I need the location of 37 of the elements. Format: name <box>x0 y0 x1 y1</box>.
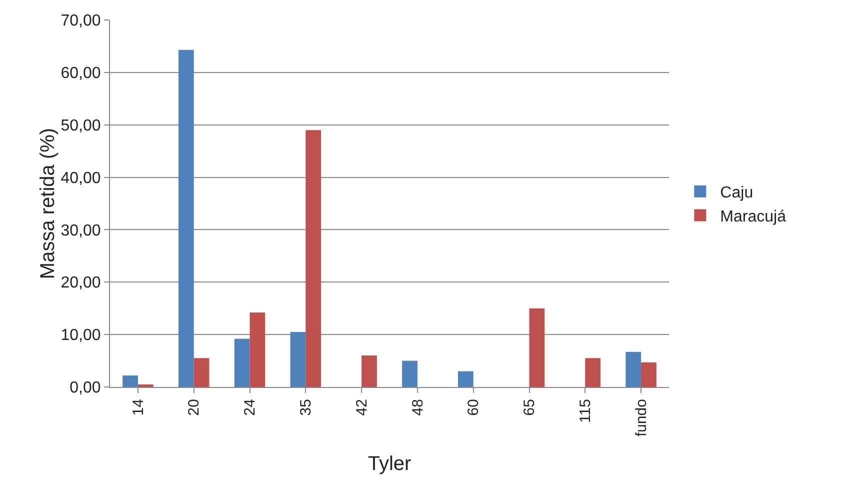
bar <box>529 308 545 387</box>
x-tick-label: 42 <box>353 399 370 416</box>
bar <box>290 332 306 387</box>
y-tick-label: 40,00 <box>60 170 101 187</box>
bar <box>306 130 322 387</box>
y-tick-label: 10,00 <box>60 327 101 344</box>
x-tick-label: 24 <box>242 399 259 416</box>
x-tick-label: 115 <box>577 399 594 423</box>
y-tick-label: 60,00 <box>60 65 101 82</box>
y-tick-label: 0,00 <box>70 380 101 397</box>
y-tick-label: 20,00 <box>60 274 101 292</box>
bar <box>362 356 377 387</box>
legend-label: Caju <box>720 184 754 202</box>
bar <box>178 50 194 387</box>
x-tick-label: fundo <box>632 399 650 437</box>
y-tick-label: 70,00 <box>60 12 101 30</box>
bar <box>458 371 474 387</box>
bar <box>194 358 210 387</box>
y-tick-label: 30,00 <box>60 222 101 240</box>
bar <box>234 338 250 387</box>
x-tick-label: 65 <box>521 399 538 416</box>
x-tick-label: 14 <box>130 399 147 416</box>
x-tick-label: 48 <box>409 399 426 416</box>
x-tick-label: 35 <box>298 399 315 416</box>
legend-label: Maracujá <box>720 208 786 226</box>
bar <box>641 362 656 387</box>
bar <box>626 352 642 387</box>
bar <box>250 312 266 387</box>
bar <box>122 375 138 387</box>
x-tick-label: 60 <box>465 399 482 416</box>
bar <box>138 384 154 387</box>
y-axis-title: Massa retida (%) <box>36 128 59 280</box>
bar <box>402 360 418 387</box>
x-axis-title: Tyler <box>368 453 412 476</box>
y-tick-label: 50,00 <box>60 117 101 134</box>
bar <box>585 358 601 387</box>
x-tick-label: 20 <box>186 399 203 416</box>
